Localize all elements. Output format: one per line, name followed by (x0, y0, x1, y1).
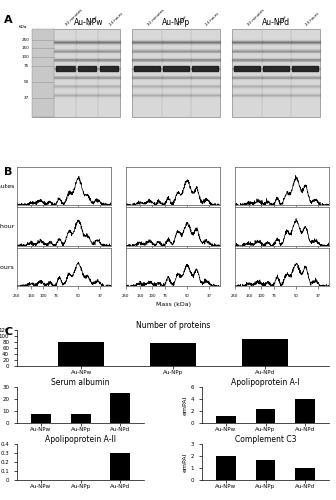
Text: KDa: KDa (19, 25, 27, 29)
Bar (150, 343, 196, 366)
Text: 37: 37 (24, 96, 29, 100)
Text: Au-NPw: Au-NPw (74, 18, 103, 27)
Bar (111, 394, 130, 423)
Bar (256, 410, 276, 423)
Bar (111, 454, 130, 480)
Bar (58, 342, 104, 366)
Y-axis label: 1 hour: 1 hour (0, 224, 14, 229)
Bar (216, 416, 236, 423)
Bar (71, 414, 90, 423)
Bar (256, 460, 276, 480)
Text: Au-NPd: Au-NPd (262, 18, 290, 27)
Text: B: B (4, 166, 13, 176)
X-axis label: Mass (kDa): Mass (kDa) (156, 302, 191, 307)
Bar (295, 468, 315, 480)
Bar (216, 456, 236, 480)
Text: 1 hour: 1 hour (87, 15, 99, 27)
Title: Serum albumin: Serum albumin (51, 378, 110, 386)
Y-axis label: 30 minutes: 30 minutes (0, 184, 14, 188)
Title: Complement C3: Complement C3 (235, 434, 296, 444)
Text: 1 hour: 1 hour (176, 15, 188, 27)
Text: A: A (4, 15, 13, 25)
Text: 24 hours: 24 hours (205, 12, 220, 27)
Y-axis label: emPAI: emPAI (183, 452, 188, 472)
Bar (32, 29, 120, 118)
Text: 150: 150 (22, 46, 29, 50)
Bar (132, 29, 220, 118)
Text: 30 minutes: 30 minutes (247, 8, 265, 27)
Text: 250: 250 (22, 38, 29, 42)
Title: Apolipoprotein A-II: Apolipoprotein A-II (45, 434, 116, 444)
Bar (295, 398, 315, 423)
Text: 50: 50 (24, 80, 29, 84)
Text: C: C (4, 328, 12, 338)
Text: 100: 100 (22, 56, 29, 60)
Title: Apolipoprotein A-I: Apolipoprotein A-I (231, 378, 300, 386)
Y-axis label: emPAI: emPAI (183, 396, 188, 415)
Text: 24 hours: 24 hours (109, 12, 124, 27)
Text: 30 minutes: 30 minutes (147, 8, 165, 27)
Bar (233, 29, 320, 118)
Bar (32, 29, 54, 118)
Bar (242, 338, 288, 366)
Text: Au-NPp: Au-NPp (162, 18, 190, 27)
Text: 1 hour: 1 hour (276, 15, 288, 27)
Text: 24 hours: 24 hours (305, 12, 321, 27)
Text: 30 minutes: 30 minutes (65, 8, 84, 27)
Text: 75: 75 (24, 64, 29, 68)
Y-axis label: 24 hours: 24 hours (0, 264, 14, 270)
Bar (31, 414, 51, 423)
Title: Number of proteins: Number of proteins (136, 320, 210, 330)
